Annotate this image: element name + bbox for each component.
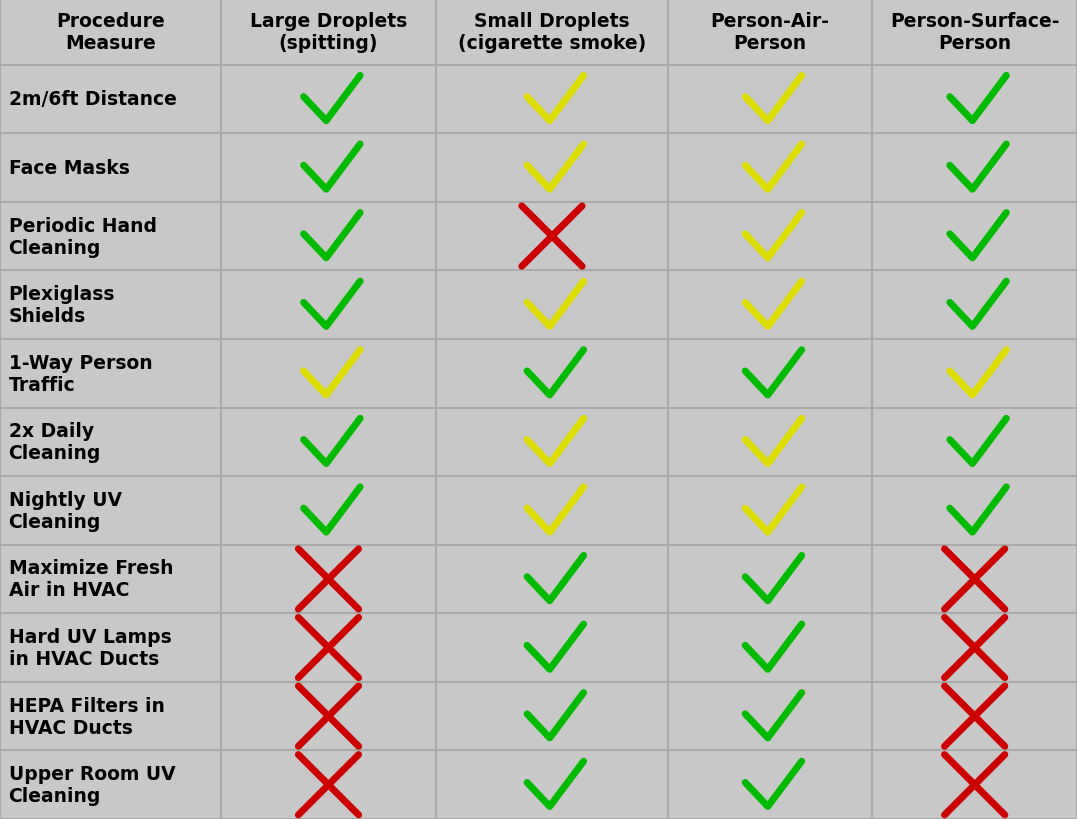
Text: Hard UV Lamps
in HVAC Ducts: Hard UV Lamps in HVAC Ducts [9, 627, 171, 668]
Text: Plexiglass
Shields: Plexiglass Shields [9, 285, 115, 326]
Text: Procedure
Measure: Procedure Measure [56, 12, 165, 53]
Text: Small Droplets
(cigarette smoke): Small Droplets (cigarette smoke) [458, 12, 646, 53]
Text: 2m/6ft Distance: 2m/6ft Distance [9, 90, 177, 109]
Text: 1-Way Person
Traffic: 1-Way Person Traffic [9, 353, 152, 394]
Text: Upper Room UV
Cleaning: Upper Room UV Cleaning [9, 764, 176, 805]
Text: Large Droplets
(spitting): Large Droplets (spitting) [250, 12, 407, 53]
Text: 2x Daily
Cleaning: 2x Daily Cleaning [9, 422, 101, 463]
Text: Nightly UV
Cleaning: Nightly UV Cleaning [9, 491, 122, 532]
Text: Periodic Hand
Cleaning: Periodic Hand Cleaning [9, 216, 156, 257]
Text: Maximize Fresh
Air in HVAC: Maximize Fresh Air in HVAC [9, 559, 173, 600]
Text: Person-Surface-
Person: Person-Surface- Person [890, 12, 1060, 53]
Text: Person-Air-
Person: Person-Air- Person [711, 12, 829, 53]
Text: HEPA Filters in
HVAC Ducts: HEPA Filters in HVAC Ducts [9, 696, 165, 737]
Text: Face Masks: Face Masks [9, 159, 129, 178]
